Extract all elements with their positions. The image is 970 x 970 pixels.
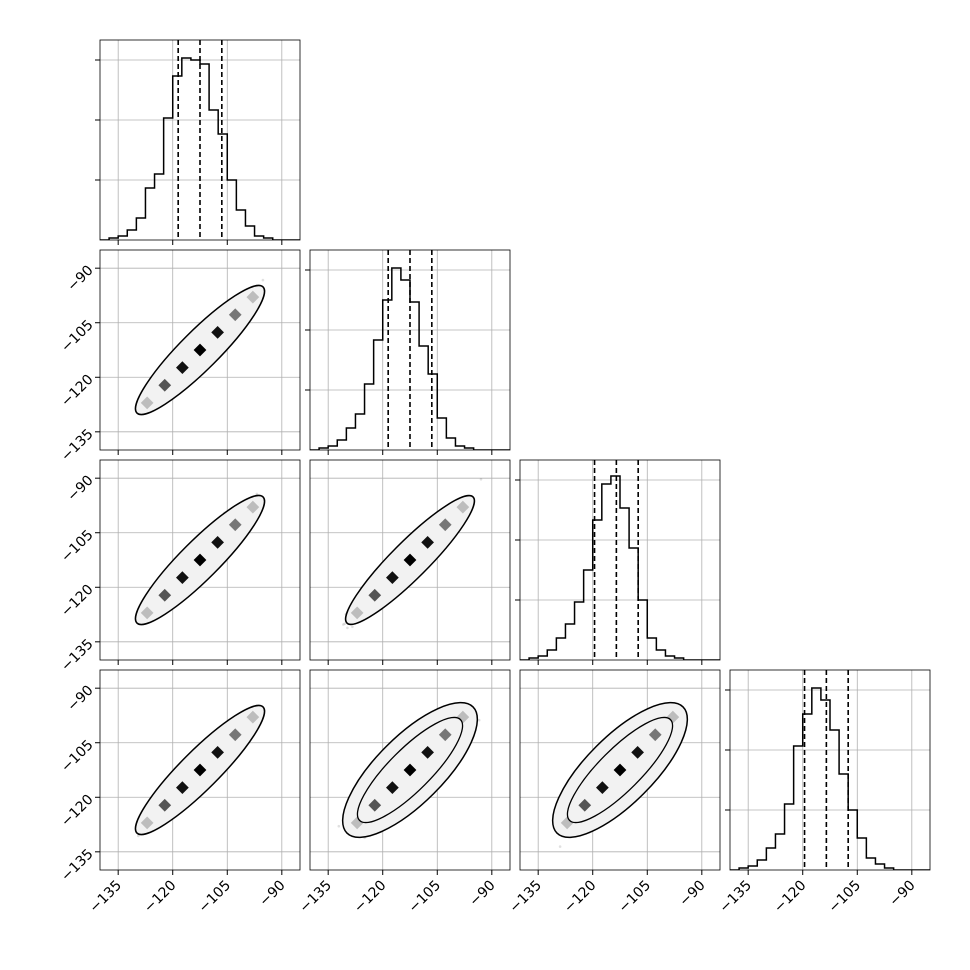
y-tick-label: −105 [58, 527, 97, 566]
panel-3-3: −135 −120 −105 −90 [717, 669, 931, 917]
scatter-point [346, 626, 349, 630]
panel-0-0 [95, 39, 301, 245]
panel-frame [729, 669, 931, 871]
y-tick-label: −135 [58, 636, 97, 675]
contour-outer [344, 494, 476, 626]
contour-inner [566, 716, 674, 824]
panel-1-0: −135 −120 −105 −90 [58, 249, 301, 465]
density-bin [140, 396, 154, 410]
y-tick-label: −90 [64, 683, 96, 715]
x-tick-label: −105 [196, 878, 235, 917]
x-tick-label: −135 [507, 878, 546, 917]
y-tick-label: −90 [64, 473, 96, 505]
x-tick-label: −120 [561, 878, 600, 917]
scatter-point [342, 623, 345, 626]
y-tick-label: −120 [58, 582, 97, 621]
panel-3-2: −135 −120 −105 −90 [507, 669, 721, 917]
y-tick-label: −120 [58, 372, 97, 411]
y-tick-label: −120 [58, 792, 97, 831]
y-tick-label: −105 [58, 317, 97, 356]
panel-3-0: −135 −120 −105 −90 −135 −120 −105 −90 [58, 669, 301, 917]
panel-frame [99, 459, 301, 661]
x-tick-label: −120 [351, 878, 390, 917]
scatter-point [351, 625, 354, 629]
x-tick-label: −90 [676, 878, 708, 910]
scatter-point [558, 845, 562, 848]
density-bin [228, 308, 242, 322]
x-tick-label: −90 [256, 878, 288, 910]
scatter-point [137, 834, 140, 838]
scatter-point [479, 478, 483, 481]
panel-2-0: −135 −120 −105 −90 [58, 459, 301, 675]
scatter-point [255, 492, 259, 496]
panel-frame [99, 39, 301, 241]
y-tick-label: −105 [58, 737, 97, 776]
x-tick-label: −105 [616, 878, 655, 917]
contour-outer [134, 704, 266, 836]
x-tick-label: −90 [886, 878, 918, 910]
histogram-step [310, 267, 510, 450]
histogram-step [730, 687, 930, 870]
panel-2-2 [515, 459, 721, 665]
contour-outer [134, 494, 266, 626]
panel-frame [519, 459, 721, 661]
contour-outer [551, 701, 689, 839]
x-tick-label: −135 [717, 878, 756, 917]
x-tick-label: −105 [826, 878, 865, 917]
panel-frame [309, 459, 511, 661]
panel-frame [519, 669, 721, 871]
panel-1-1 [305, 249, 511, 455]
panel-frame [309, 669, 511, 871]
panel-2-1 [309, 459, 511, 665]
panel-frame [99, 669, 301, 871]
density-bin [158, 378, 172, 392]
x-tick-label: −120 [141, 878, 180, 917]
histogram-step [100, 57, 300, 240]
panel-3-1: −135 −120 −105 −90 [297, 669, 511, 917]
scatter-point [343, 622, 347, 626]
scatter-point [261, 278, 265, 282]
panel-frame [99, 249, 301, 451]
histogram-step [520, 475, 720, 660]
x-tick-label: −105 [406, 878, 445, 917]
y-tick-label: −135 [58, 846, 97, 885]
density-bin [193, 343, 207, 357]
y-tick-label: −90 [64, 263, 96, 295]
density-bin [211, 326, 224, 339]
density-bin [246, 290, 260, 304]
contour-inner [356, 716, 464, 824]
scatter-point [337, 824, 341, 828]
density-bin [456, 500, 470, 514]
scatter-point [477, 718, 481, 722]
x-tick-label: −135 [87, 878, 126, 917]
density-bin [246, 500, 260, 514]
x-tick-label: −90 [466, 878, 498, 910]
x-tick-label: −120 [771, 878, 810, 917]
density-bin [176, 361, 189, 374]
x-tick-label: −135 [297, 878, 336, 917]
panel-frame [309, 249, 511, 451]
contour-outer [341, 701, 479, 839]
y-tick-label: −135 [58, 426, 97, 465]
contour-outer [134, 284, 266, 416]
